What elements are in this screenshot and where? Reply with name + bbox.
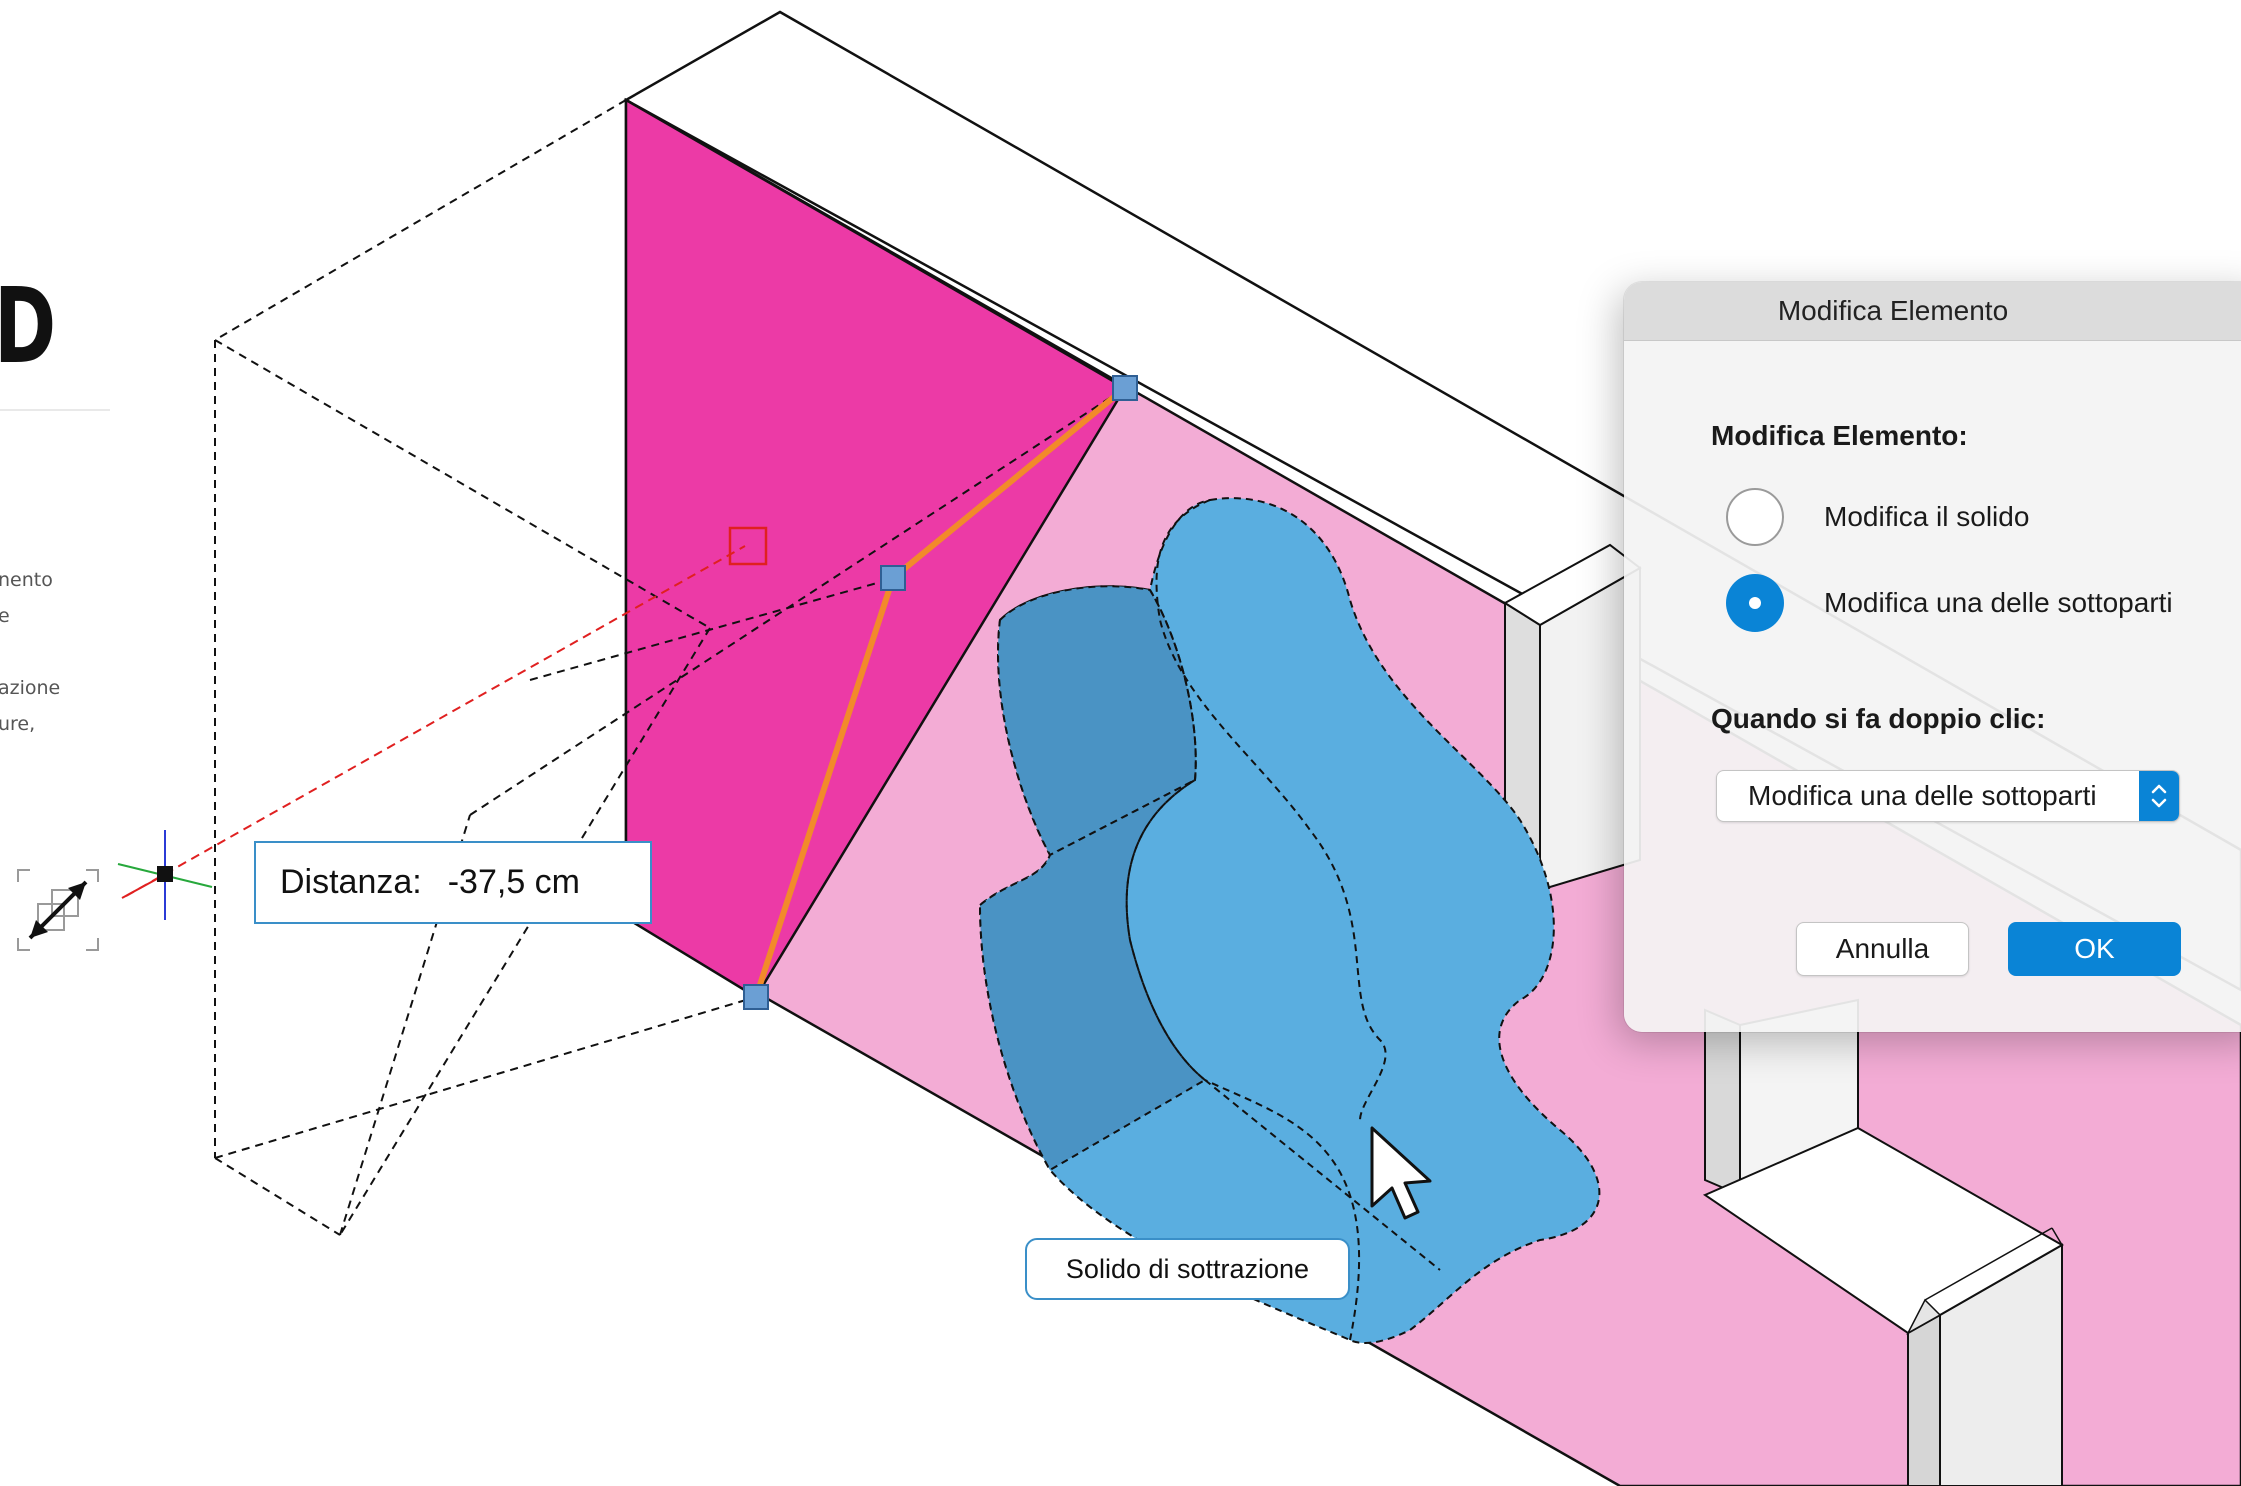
subtraction-solid-label: Solido di sottrazione: [1025, 1238, 1350, 1300]
side-divider: [0, 409, 110, 411]
side-text-line: azione: [0, 677, 61, 699]
target-marker: [728, 526, 768, 566]
cancel-button[interactable]: Annulla: [1796, 922, 1969, 976]
modify-element-dialog: Modifica Elemento Modifica Elemento: Mod…: [1624, 282, 2241, 1032]
side-text-line: nento: [0, 569, 53, 591]
side-panel-title: D: [0, 265, 56, 387]
edge-handle-top[interactable]: [1112, 375, 1138, 401]
distance-tooltip: Distanza: -37,5 cm: [254, 841, 652, 924]
dialog-heading: Modifica Elemento:: [1711, 420, 1968, 451]
edge-handle-middle[interactable]: [880, 565, 906, 591]
dialog-title: Modifica Elemento: [1777, 295, 2009, 326]
option-edit-solid[interactable]: Modifica il solido: [1726, 488, 2029, 546]
distance-value: -37,5 cm: [447, 863, 580, 901]
side-text-line: e: [0, 605, 10, 627]
distance-label: Distanza:: [280, 863, 422, 901]
ghost-box-outline: [214, 99, 1126, 1236]
radio-edit-subpart[interactable]: [1726, 574, 1784, 632]
edge-handle-bottom[interactable]: [743, 984, 769, 1010]
ok-button[interactable]: OK: [2008, 922, 2181, 976]
dialog-titlebar[interactable]: Modifica Elemento: [1624, 282, 2241, 341]
double-click-select-value: Modifica una delle sottoparti: [1748, 780, 2097, 811]
resize-icon[interactable]: [16, 868, 100, 952]
side-text-line: ure,: [0, 713, 36, 735]
chevron-updown-icon[interactable]: [2139, 771, 2179, 821]
option-edit-solid-label: Modifica il solido: [1824, 501, 2030, 532]
radio-edit-solid[interactable]: [1726, 488, 1784, 546]
option-edit-subpart[interactable]: Modifica una delle sottoparti: [1726, 574, 2173, 632]
pillar-left: [1704, 1008, 1741, 1197]
mouse-cursor: [1370, 1126, 1432, 1220]
double-click-heading: Quando si fa doppio clic:: [1711, 703, 2046, 734]
option-edit-subpart-label: Modifica una delle sottoparti: [1824, 587, 2173, 618]
guide-line-red: [125, 545, 746, 897]
double-click-select[interactable]: Modifica una delle sottoparti: [1716, 770, 2180, 822]
subtraction-solid[interactable]: [978, 497, 1601, 1344]
axis-gizmo[interactable]: [117, 830, 213, 920]
